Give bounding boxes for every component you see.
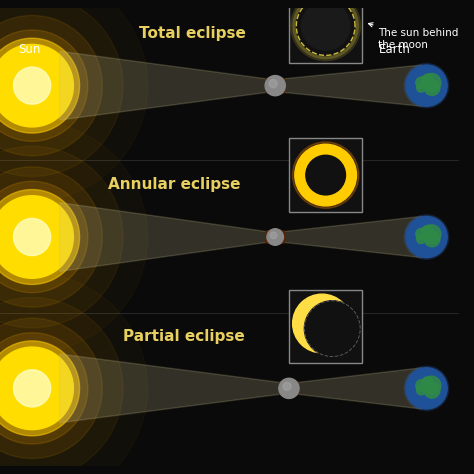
Circle shape <box>404 64 449 108</box>
Circle shape <box>417 83 426 92</box>
Bar <box>289 290 362 363</box>
Circle shape <box>422 74 433 86</box>
Circle shape <box>417 235 426 244</box>
Circle shape <box>301 2 350 50</box>
Polygon shape <box>280 379 298 398</box>
Circle shape <box>0 333 88 444</box>
Circle shape <box>304 301 360 356</box>
Circle shape <box>0 0 123 176</box>
Circle shape <box>404 366 449 410</box>
Circle shape <box>0 181 88 293</box>
Circle shape <box>265 75 285 96</box>
Circle shape <box>283 383 291 391</box>
Circle shape <box>0 190 80 284</box>
Circle shape <box>406 65 447 106</box>
Circle shape <box>422 73 441 92</box>
Polygon shape <box>60 354 422 423</box>
Circle shape <box>14 219 51 255</box>
Circle shape <box>267 229 283 245</box>
Circle shape <box>0 318 102 458</box>
Bar <box>289 0 362 63</box>
Circle shape <box>0 298 123 474</box>
Circle shape <box>0 146 123 328</box>
Bar <box>289 138 362 212</box>
Circle shape <box>306 155 346 195</box>
Polygon shape <box>266 76 284 95</box>
Circle shape <box>295 144 356 206</box>
Circle shape <box>424 80 440 95</box>
Circle shape <box>0 38 80 133</box>
Circle shape <box>0 45 73 127</box>
Circle shape <box>0 167 102 307</box>
Circle shape <box>422 225 441 243</box>
Circle shape <box>279 378 299 399</box>
Circle shape <box>406 216 447 258</box>
Circle shape <box>0 347 73 429</box>
Circle shape <box>0 30 88 141</box>
Circle shape <box>0 341 80 436</box>
Circle shape <box>416 77 428 89</box>
Circle shape <box>269 80 277 88</box>
Text: Total eclipse: Total eclipse <box>139 26 246 41</box>
Polygon shape <box>266 229 284 245</box>
Circle shape <box>270 232 277 238</box>
Circle shape <box>424 231 440 247</box>
Circle shape <box>14 67 51 104</box>
Text: The sun behind
the moon: The sun behind the moon <box>368 23 459 50</box>
Circle shape <box>417 386 426 395</box>
Circle shape <box>292 294 351 353</box>
Circle shape <box>406 368 447 409</box>
Text: Partial eclipse: Partial eclipse <box>123 329 245 344</box>
Text: Annular eclipse: Annular eclipse <box>108 177 240 192</box>
Circle shape <box>416 380 428 391</box>
Polygon shape <box>60 51 422 120</box>
Circle shape <box>416 228 428 240</box>
Circle shape <box>422 376 441 395</box>
Text: Earth: Earth <box>379 43 410 56</box>
Circle shape <box>404 215 449 259</box>
Circle shape <box>14 370 51 407</box>
Circle shape <box>0 16 102 156</box>
Circle shape <box>422 377 433 389</box>
Circle shape <box>422 226 433 237</box>
Circle shape <box>0 196 73 278</box>
Text: Sun: Sun <box>18 43 41 56</box>
Circle shape <box>292 142 359 209</box>
Polygon shape <box>60 202 422 272</box>
Circle shape <box>424 383 440 398</box>
